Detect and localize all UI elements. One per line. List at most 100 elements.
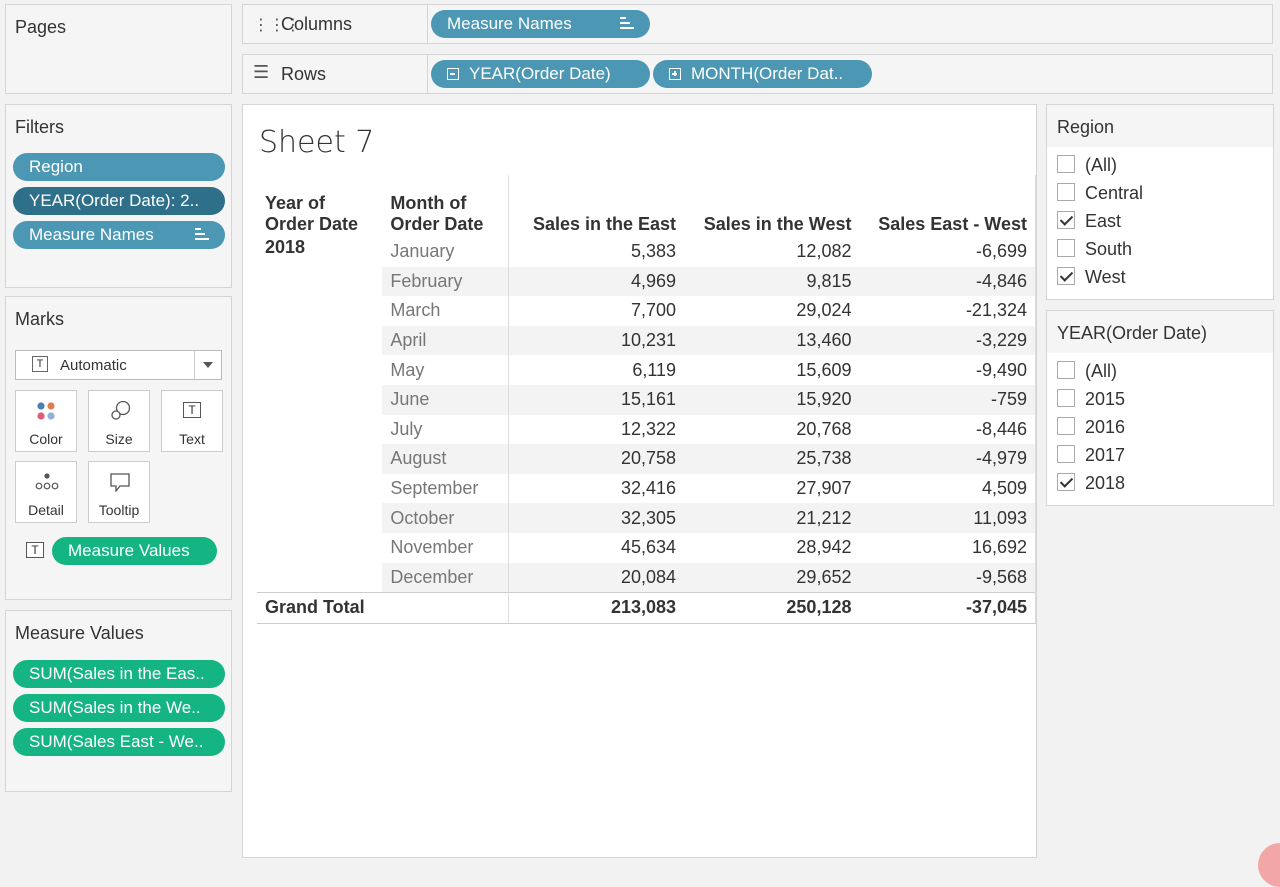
month-cell[interactable]: August bbox=[382, 444, 509, 474]
filter-pill-measure-names[interactable]: Measure Names bbox=[13, 221, 225, 249]
year-option[interactable]: 2017 bbox=[1057, 445, 1125, 471]
mark-type-dropdown[interactable]: T Automatic bbox=[15, 350, 222, 380]
grand-total-diff[interactable]: -37,045 bbox=[859, 592, 1037, 624]
year-option[interactable]: 2018 bbox=[1057, 473, 1125, 499]
month-cell[interactable]: March bbox=[382, 296, 509, 326]
value-cell-west[interactable]: 12,082 bbox=[796, 241, 852, 262]
checkbox[interactable] bbox=[1057, 361, 1075, 380]
measure-values-shelf[interactable]: Measure Values SUM(Sales in the Eas.. SU… bbox=[5, 610, 232, 792]
columns-pill-measure-names[interactable]: Measure Names bbox=[431, 10, 650, 38]
checkbox[interactable] bbox=[1057, 211, 1075, 230]
value-cell-east[interactable]: 7,700 bbox=[630, 300, 677, 321]
value-cell-east[interactable]: 20,084 bbox=[508, 562, 685, 593]
region-option[interactable]: South bbox=[1057, 239, 1132, 265]
pages-shelf[interactable]: Pages bbox=[5, 4, 232, 94]
region-option[interactable]: Central bbox=[1057, 183, 1143, 209]
region-option[interactable]: West bbox=[1057, 267, 1126, 293]
value-cell-west[interactable]: 29,652 bbox=[684, 562, 860, 593]
measure-values-pill[interactable]: Measure Values bbox=[52, 537, 217, 565]
value-cell-west[interactable]: 13,460 bbox=[684, 325, 860, 356]
measure-pill-diff[interactable]: SUM(Sales East - We.. bbox=[13, 728, 225, 756]
value-cell-diff[interactable]: 11,093 bbox=[859, 503, 1037, 533]
tooltip-button[interactable]: Tooltip bbox=[88, 461, 150, 523]
value-cell-diff[interactable]: -4,846 bbox=[859, 266, 1037, 297]
month-cell[interactable]: September bbox=[382, 473, 509, 504]
collapse-icon[interactable] bbox=[447, 68, 459, 80]
value-cell-east[interactable]: 10,231 bbox=[508, 325, 685, 356]
value-cell-diff[interactable]: 4,509 bbox=[859, 473, 1037, 504]
value-cell-west[interactable]: 21,212 bbox=[684, 503, 860, 533]
region-option[interactable]: East bbox=[1057, 211, 1121, 237]
checkbox[interactable] bbox=[1057, 473, 1075, 492]
checkbox[interactable] bbox=[1057, 445, 1075, 464]
region-option[interactable]: (All) bbox=[1057, 155, 1117, 181]
filter-pill-region[interactable]: Region bbox=[13, 153, 225, 181]
month-cell[interactable]: December bbox=[382, 562, 509, 593]
value-cell-east[interactable]: 4,969 bbox=[508, 266, 685, 297]
value-cell-east[interactable]: 6,119 bbox=[632, 359, 677, 380]
expand-icon[interactable] bbox=[669, 68, 681, 80]
checkbox[interactable] bbox=[1057, 155, 1075, 174]
checkbox[interactable] bbox=[1057, 267, 1075, 286]
filters-shelf[interactable]: Filters Region YEAR(Order Date): 2.. Mea… bbox=[5, 104, 232, 288]
grand-total-east[interactable]: 213,083 bbox=[508, 592, 685, 624]
columns-shelf[interactable]: ⋮⋮⋮ Columns Measure Names bbox=[242, 4, 1273, 44]
text-button[interactable]: T Text bbox=[161, 390, 223, 452]
year-option[interactable]: 2016 bbox=[1057, 417, 1125, 443]
month-cell[interactable]: November bbox=[382, 532, 509, 563]
month-cell[interactable]: July bbox=[382, 414, 509, 445]
value-cell-diff[interactable]: -21,324 bbox=[859, 296, 1037, 326]
value-cell-diff[interactable]: -9,490 bbox=[859, 355, 1037, 385]
rows-pill-year[interactable]: YEAR(Order Date) bbox=[431, 60, 650, 88]
value-cell-east[interactable]: 15,161 bbox=[508, 384, 685, 415]
value-cell-east[interactable]: 32,305 bbox=[508, 503, 685, 533]
month-cell[interactable]: May bbox=[382, 355, 509, 385]
grand-total-west[interactable]: 250,128 bbox=[684, 592, 860, 624]
value-cell-west[interactable]: 20,768 bbox=[796, 418, 852, 439]
header-sales-east[interactable]: Sales in the East bbox=[532, 214, 677, 234]
value-cell-west[interactable]: 15,920 bbox=[684, 384, 860, 415]
value-cell-east[interactable]: 32,416 bbox=[620, 478, 677, 499]
value-cell-west[interactable]: 29,024 bbox=[796, 300, 852, 321]
value-cell-west[interactable]: 15,609 bbox=[796, 359, 852, 380]
header-month[interactable]: Month of Order Date bbox=[382, 175, 509, 237]
checkbox[interactable] bbox=[1057, 389, 1075, 408]
value-cell-diff[interactable]: -4,979 bbox=[859, 444, 1037, 474]
value-cell-east[interactable]: 12,322 bbox=[620, 418, 677, 439]
value-cell-diff[interactable]: -759 bbox=[859, 384, 1037, 415]
rows-pill-month[interactable]: MONTH(Order Dat.. bbox=[653, 60, 872, 88]
filter-pill-year[interactable]: YEAR(Order Date): 2.. bbox=[13, 187, 225, 215]
value-cell-diff[interactable]: -3,229 bbox=[859, 325, 1037, 356]
checkbox[interactable] bbox=[1057, 239, 1075, 258]
value-cell-east[interactable]: 45,634 bbox=[620, 537, 677, 558]
month-cell[interactable]: October bbox=[382, 503, 509, 533]
header-year[interactable]: Year of Order Date bbox=[265, 193, 359, 234]
header-sales-diff[interactable]: Sales East - West bbox=[859, 175, 1037, 237]
value-cell-diff[interactable]: -6,699 bbox=[859, 237, 1037, 267]
value-cell-east[interactable]: 20,758 bbox=[508, 444, 685, 474]
month-cell[interactable]: January bbox=[382, 237, 509, 267]
value-cell-west[interactable]: 27,907 bbox=[796, 478, 852, 499]
chevron-down-icon[interactable] bbox=[194, 351, 221, 379]
color-button[interactable]: Color bbox=[15, 390, 77, 452]
year-option[interactable]: (All) bbox=[1057, 361, 1117, 387]
month-cell[interactable]: February bbox=[382, 266, 509, 297]
value-cell-diff[interactable]: -8,446 bbox=[859, 414, 1037, 445]
header-sales-west[interactable]: Sales in the West bbox=[703, 214, 852, 234]
value-cell-west[interactable]: 28,942 bbox=[796, 537, 852, 558]
value-cell-west[interactable]: 9,815 bbox=[684, 266, 860, 297]
value-cell-diff[interactable]: -9,568 bbox=[859, 562, 1037, 593]
rows-shelf[interactable]: ☰ Rows YEAR(Order Date) MONTH(Order Dat.… bbox=[242, 54, 1273, 94]
month-cell[interactable]: June bbox=[382, 384, 509, 415]
checkbox[interactable] bbox=[1057, 183, 1075, 202]
size-button[interactable]: Size bbox=[88, 390, 150, 452]
value-cell-east[interactable]: 5,383 bbox=[630, 241, 677, 262]
month-cell[interactable]: April bbox=[382, 325, 509, 356]
measure-pill-west[interactable]: SUM(Sales in the We.. bbox=[13, 694, 225, 722]
measure-pill-east[interactable]: SUM(Sales in the Eas.. bbox=[13, 660, 225, 688]
value-cell-diff[interactable]: 16,692 bbox=[859, 532, 1037, 563]
detail-button[interactable]: Detail bbox=[15, 461, 77, 523]
checkbox[interactable] bbox=[1057, 417, 1075, 436]
year-option[interactable]: 2015 bbox=[1057, 389, 1125, 415]
value-cell-west[interactable]: 25,738 bbox=[684, 444, 860, 474]
